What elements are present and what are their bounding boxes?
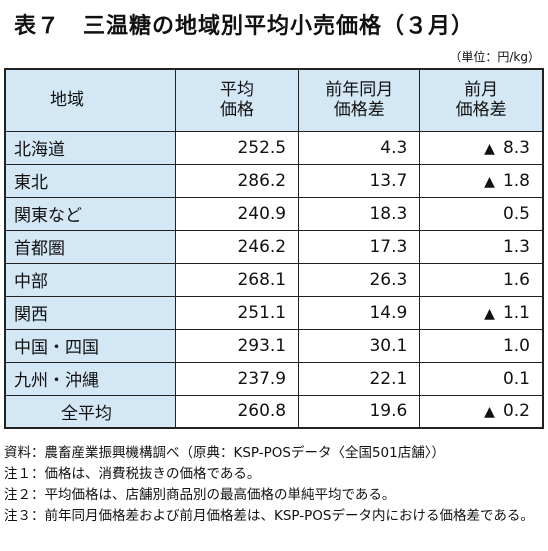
- table-header-row: 地域 平均 価格 前年同月 価格差 前月 価格差: [4, 68, 544, 132]
- yoy-diff-cell: 14.9: [298, 295, 421, 330]
- note-2: 注２： 平均価格は、店舗別商品別の最高価格の単純平均である。: [4, 485, 546, 506]
- mom-diff-cell: ▲ 0.2: [419, 394, 544, 429]
- region-cell: 関東など: [4, 196, 176, 231]
- mom-diff-cell: 0.1: [419, 361, 544, 396]
- note-text: 農畜産業振興機構調べ（原典：KSP-POSデータ〈全国501店舗〉）: [44, 445, 446, 461]
- decrease-triangle-icon: ▲: [484, 140, 495, 157]
- price-table: 地域 平均 価格 前年同月 価格差 前月 価格差 北海道 252.5 4.3 ▲…: [4, 68, 544, 429]
- mom-diff-value: 0.5: [502, 203, 530, 224]
- note-label: 資料：: [4, 445, 45, 461]
- page-title: 表７ 三温糖の地域別平均小売価格（３月）: [14, 14, 475, 39]
- mom-diff-value: 0.2: [502, 401, 530, 422]
- region-cell-total: 全平均: [4, 394, 176, 429]
- avg-price-cell: 268.1: [174, 262, 300, 297]
- region-cell: 北海道: [4, 130, 176, 165]
- region-cell: 関西: [4, 295, 176, 330]
- table-row: 中国・四国 293.1 30.1 1.0: [4, 328, 544, 363]
- table-row: 関東など 240.9 18.3 0.5: [4, 196, 544, 231]
- mom-diff-cell: ▲ 8.3: [419, 130, 544, 165]
- mom-diff-cell: ▲ 1.1: [419, 295, 544, 330]
- mom-diff-cell: ▲ 1.8: [419, 163, 544, 198]
- note-label: 注３：: [4, 508, 45, 524]
- avg-price-cell: 246.2: [174, 229, 300, 264]
- note-1: 注１： 価格は、消費税抜きの価格である。: [4, 464, 546, 485]
- yoy-diff-cell: 17.3: [298, 229, 421, 264]
- header-avg-price: 平均 価格: [174, 68, 300, 132]
- header-region: 地域: [4, 68, 176, 132]
- note-3: 注３： 前年同月価格差および前月価格差は、KSP-POSデータ内における価格差で…: [4, 506, 546, 527]
- note-text: 価格は、消費税抜きの価格である。: [44, 466, 261, 482]
- header-avg-price-line1: 平均: [220, 79, 255, 100]
- note-label: 注２：: [4, 487, 45, 503]
- header-avg-price-line2: 価格: [220, 100, 255, 121]
- unit-label: （単位：円/kg）: [449, 50, 540, 64]
- header-mom-diff-line1: 前月: [464, 79, 499, 100]
- mom-diff-value: 1.3: [502, 236, 530, 257]
- avg-price-cell: 240.9: [174, 196, 300, 231]
- mom-diff-value: 0.1: [502, 368, 530, 389]
- notes-section: 資料： 農畜産業振興機構調べ（原典：KSP-POSデータ〈全国501店舗〉） 注…: [4, 443, 546, 527]
- yoy-diff-cell: 19.6: [298, 394, 421, 429]
- header-yoy-diff-line2: 価格差: [333, 100, 385, 121]
- decrease-triangle-icon: ▲: [484, 305, 495, 322]
- table-row: 九州・沖縄 237.9 22.1 0.1: [4, 361, 544, 396]
- region-cell: 首都圏: [4, 229, 176, 264]
- note-label: 注１：: [4, 466, 45, 482]
- yoy-diff-cell: 18.3: [298, 196, 421, 231]
- header-mom-diff: 前月 価格差: [419, 68, 544, 132]
- mom-diff-value: 1.6: [502, 269, 530, 290]
- region-cell: 九州・沖縄: [4, 361, 176, 396]
- avg-price-cell: 237.9: [174, 361, 300, 396]
- mom-diff-value: 1.1: [502, 302, 530, 323]
- table-row: 中部 268.1 26.3 1.6: [4, 262, 544, 297]
- mom-diff-cell: 1.3: [419, 229, 544, 264]
- header-yoy-diff: 前年同月 価格差: [298, 68, 421, 132]
- avg-price-cell: 252.5: [174, 130, 300, 165]
- mom-diff-value: 1.0: [502, 335, 530, 356]
- table-row: 首都圏 246.2 17.3 1.3: [4, 229, 544, 264]
- avg-price-cell: 286.2: [174, 163, 300, 198]
- table-row: 東北 286.2 13.7 ▲ 1.8: [4, 163, 544, 198]
- region-cell: 東北: [4, 163, 176, 198]
- decrease-triangle-icon: ▲: [484, 173, 495, 190]
- header-yoy-diff-line1: 前年同月: [325, 79, 394, 100]
- table-total-row: 全平均 260.8 19.6 ▲ 0.2: [4, 394, 544, 429]
- table-row: 関西 251.1 14.9 ▲ 1.1: [4, 295, 544, 330]
- mom-diff-value: 8.3: [502, 137, 530, 158]
- avg-price-cell: 260.8: [174, 394, 300, 429]
- yoy-diff-cell: 22.1: [298, 361, 421, 396]
- avg-price-cell: 251.1: [174, 295, 300, 330]
- mom-diff-cell: 0.5: [419, 196, 544, 231]
- table-row: 北海道 252.5 4.3 ▲ 8.3: [4, 130, 544, 165]
- region-cell: 中部: [4, 262, 176, 297]
- region-cell: 中国・四国: [4, 328, 176, 363]
- note-text: 平均価格は、店舗別商品別の最高価格の単純平均である。: [44, 487, 396, 503]
- header-mom-diff-line2: 価格差: [455, 100, 507, 121]
- mom-diff-cell: 1.0: [419, 328, 544, 363]
- decrease-triangle-icon: ▲: [484, 404, 495, 421]
- mom-diff-cell: 1.6: [419, 262, 544, 297]
- yoy-diff-cell: 26.3: [298, 262, 421, 297]
- avg-price-cell: 293.1: [174, 328, 300, 363]
- yoy-diff-cell: 4.3: [298, 130, 421, 165]
- note-text: 前年同月価格差および前月価格差は、KSP-POSデータ内における価格差である。: [44, 508, 534, 524]
- mom-diff-value: 1.8: [502, 170, 530, 191]
- yoy-diff-cell: 30.1: [298, 328, 421, 363]
- source-note: 資料： 農畜産業振興機構調べ（原典：KSP-POSデータ〈全国501店舗〉）: [4, 443, 546, 464]
- yoy-diff-cell: 13.7: [298, 163, 421, 198]
